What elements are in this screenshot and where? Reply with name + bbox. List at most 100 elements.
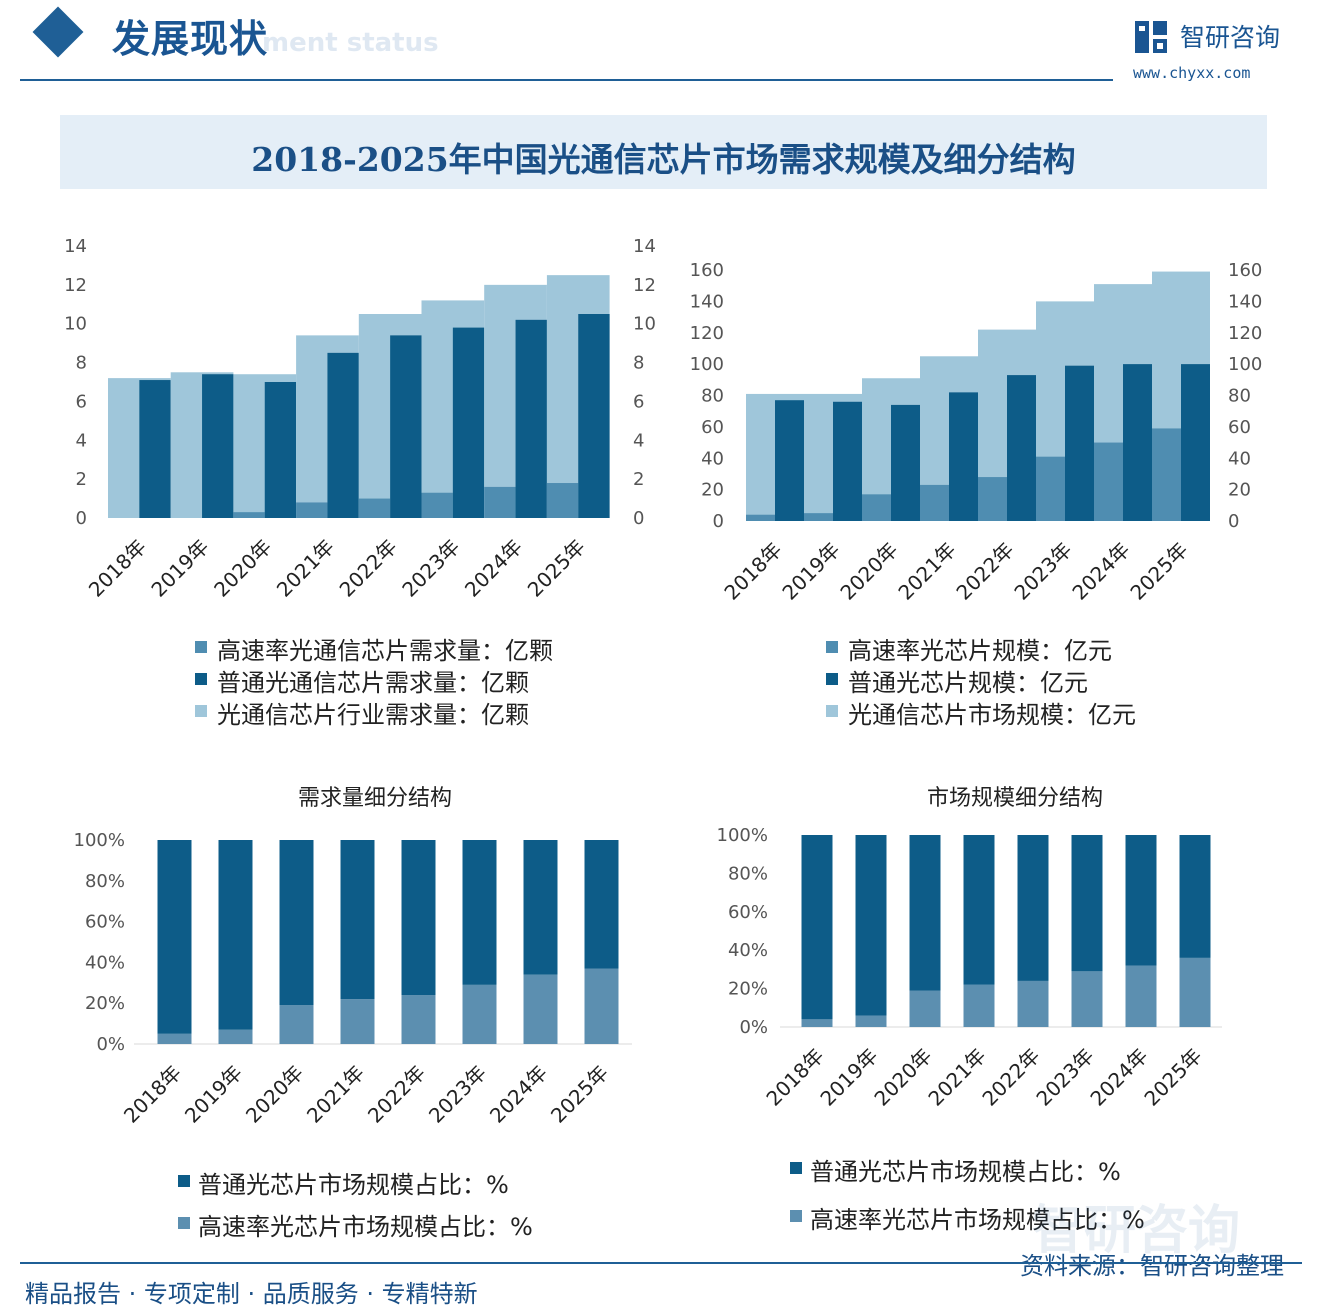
bar-regular [1181, 364, 1210, 521]
x-tick-label: 2022年 [335, 535, 402, 602]
x-tick-label: 2023年 [1009, 538, 1076, 605]
y-tick-right: 8 [633, 353, 644, 374]
y-tick-left: 160 [690, 260, 724, 281]
bar-regular [264, 382, 297, 518]
y-tick-right: 6 [633, 391, 644, 412]
y-tick-right: 12 [633, 275, 656, 296]
bar-regular-share [855, 835, 887, 1016]
y-tick-right: 60 [1228, 417, 1251, 438]
x-tick-label: 2019年 [180, 1061, 247, 1128]
y-tick-right: 4 [633, 430, 644, 451]
bar-regular [1123, 364, 1152, 521]
legend-swatch [790, 1210, 802, 1222]
main-title: 2018-2025年中国光通信芯片市场需求规模及细分结构 [251, 140, 1076, 179]
x-tick-label: 2023年 [1031, 1044, 1098, 1111]
y-tick: 40% [728, 940, 768, 961]
x-tick-label: 2018年 [84, 535, 151, 602]
x-tick-label: 2021年 [302, 1061, 369, 1128]
legend-label: 高速率光芯片市场规模占比：% [198, 1213, 533, 1241]
legend-swatch [826, 705, 838, 717]
y-tick-left: 120 [690, 323, 724, 344]
y-tick-left: 60 [701, 417, 724, 438]
legend-label: 普通光芯片市场规模占比：% [810, 1158, 1121, 1186]
chart-demand-volume: 2018年2019年2020年2021年2022年2023年2024年2025年… [64, 236, 656, 729]
x-tick-label: 2018年 [719, 538, 786, 605]
brand-url[interactable]: www.chyxx.com [1133, 64, 1251, 82]
bar-high-speed-share [340, 999, 375, 1044]
bar-regular-share [963, 835, 995, 985]
chart-market-structure: 市场规模细分结构2018年2019年2020年2021年2022年2023年20… [717, 786, 1222, 1234]
bar-regular-share [584, 840, 619, 969]
legend-swatch [195, 641, 207, 653]
bar-high-speed-share [1017, 980, 1049, 1027]
bar-high-speed-share [584, 968, 619, 1044]
bar-regular-share [909, 835, 941, 991]
bar-regular-share [1071, 835, 1103, 972]
bar-high-speed [546, 483, 579, 518]
bar-regular-share [462, 840, 497, 985]
bar-high-speed [296, 502, 328, 518]
y-tick: 40% [85, 952, 125, 973]
y-tick-right: 14 [633, 236, 656, 257]
legend-label: 光通信芯片市场规模：亿元 [848, 701, 1136, 729]
bar-high-speed-share [855, 1015, 887, 1027]
x-tick-label: 2023年 [424, 1061, 491, 1128]
watermark-text: 智研咨询 [1032, 1201, 1241, 1261]
y-tick: 60% [728, 902, 768, 923]
bar-regular [202, 374, 234, 518]
y-tick-left: 20 [701, 480, 724, 501]
footer-divider [20, 1262, 1302, 1264]
bar-high-speed [421, 492, 453, 518]
x-tick-label: 2024年 [1067, 538, 1134, 605]
y-tick-right: 160 [1228, 260, 1262, 281]
bar-high-speed-share [279, 1005, 314, 1044]
x-tick-label: 2020年 [241, 1061, 308, 1128]
x-tick-label: 2018年 [119, 1061, 186, 1128]
x-tick-label: 2021年 [272, 535, 339, 602]
y-tick-left: 4 [76, 430, 87, 451]
bar-high-speed-share [218, 1029, 253, 1044]
x-tick-label: 2025年 [546, 1061, 613, 1128]
legend-label: 普通光通信芯片需求量：亿颗 [217, 669, 529, 697]
bar-high-speed [1036, 456, 1065, 521]
bar-regular-share [279, 840, 314, 1006]
y-tick-right: 0 [1228, 511, 1239, 532]
bar-regular [949, 392, 978, 521]
y-tick-left: 140 [690, 291, 724, 312]
y-tick: 100% [717, 825, 768, 846]
x-tick-label: 2019年 [815, 1044, 882, 1111]
y-tick-left: 2 [76, 469, 87, 490]
y-tick-left: 8 [76, 353, 87, 374]
legend-label: 高速率光通信芯片需求量：亿颗 [217, 637, 553, 665]
bar-high-speed-share [401, 995, 436, 1044]
y-tick-right: 10 [633, 314, 656, 335]
y-tick-left: 0 [713, 511, 724, 532]
bar-regular [775, 400, 804, 521]
footer-slogan: 精品报告 · 专项定制 · 品质服务 · 专精特新 [25, 1280, 478, 1308]
legend-label: 普通光芯片规模：亿元 [848, 669, 1088, 697]
y-tick-left: 80 [701, 386, 724, 407]
y-tick-left: 14 [64, 236, 87, 257]
bar-regular-share [1017, 835, 1049, 981]
x-tick-label: 2025年 [1139, 1044, 1206, 1111]
x-tick-label: 2019年 [146, 535, 213, 602]
bar-high-speed [804, 513, 833, 521]
chart-title: 市场规模细分结构 [927, 786, 1103, 811]
x-tick-label: 2025年 [523, 535, 590, 602]
bar-high-speed-share [462, 984, 497, 1044]
bar-high-speed-share [909, 990, 941, 1027]
bar-high-speed-share [157, 1033, 192, 1044]
y-tick: 0% [96, 1034, 125, 1055]
bar-regular-share [801, 835, 833, 1020]
bar-high-speed [920, 484, 949, 521]
y-tick-right: 80 [1228, 386, 1251, 407]
legend-swatch [195, 705, 207, 717]
header-divider [20, 79, 1113, 81]
bar-high-speed-share [963, 984, 995, 1027]
bar-regular-share [157, 840, 192, 1034]
bar-high-speed-share [1179, 957, 1211, 1027]
y-tick-right: 0 [633, 508, 644, 529]
bar-regular [390, 335, 422, 518]
y-tick: 80% [85, 871, 125, 892]
y-tick: 0% [739, 1017, 768, 1038]
